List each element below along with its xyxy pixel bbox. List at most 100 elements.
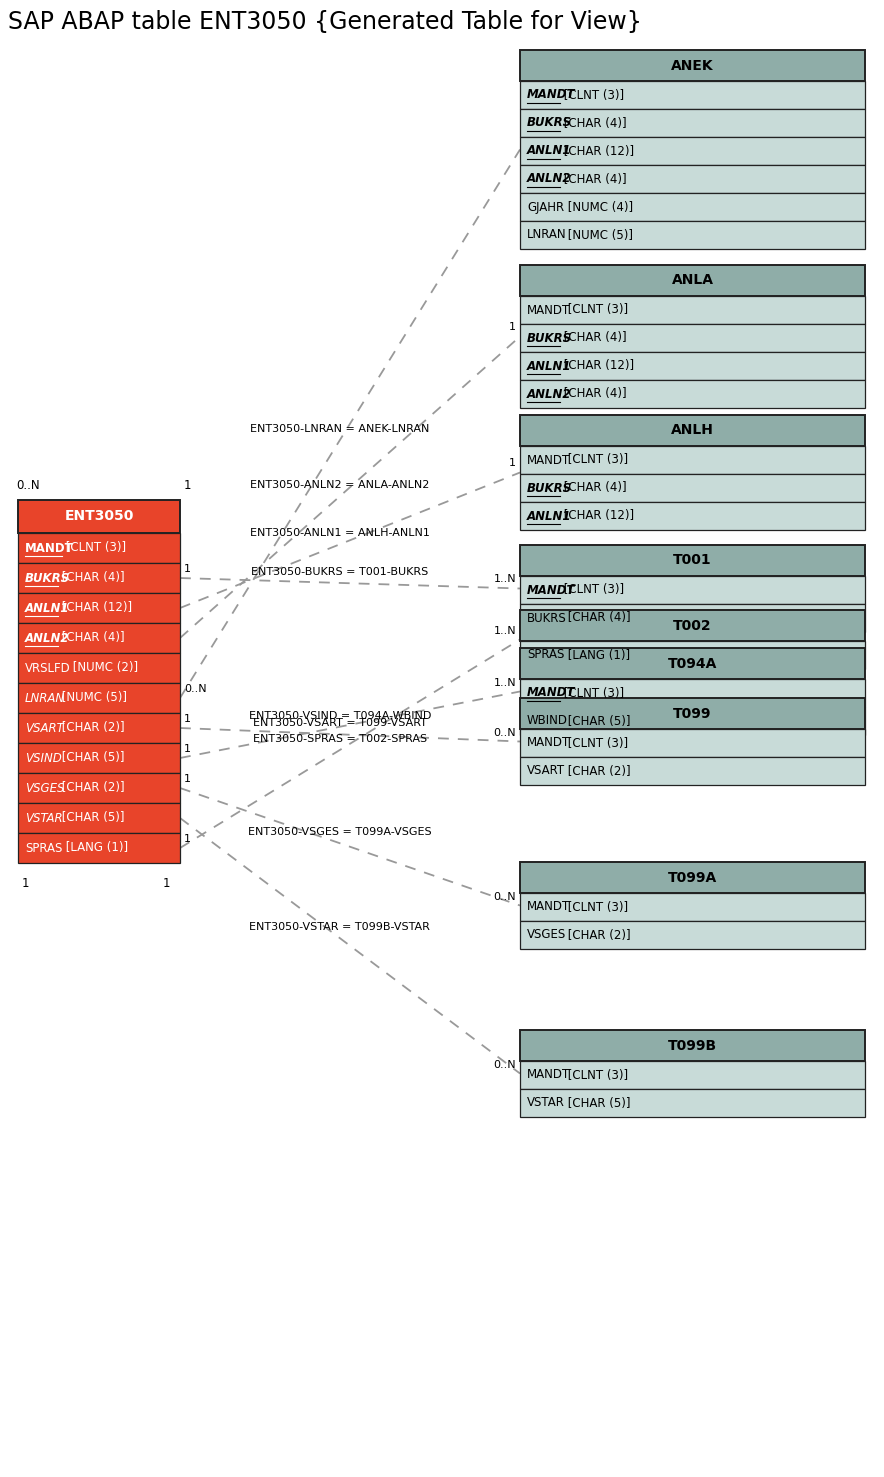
Text: [CHAR (12)]: [CHAR (12)] <box>560 359 634 372</box>
Text: VSTAR: VSTAR <box>25 811 63 824</box>
Bar <box>520 604 865 632</box>
Text: MANDT: MANDT <box>527 737 570 749</box>
Text: MANDT: MANDT <box>527 687 575 700</box>
Text: [CLNT (3)]: [CLNT (3)] <box>564 1068 628 1081</box>
Text: 0..N: 0..N <box>493 892 516 901</box>
Bar <box>520 758 865 784</box>
Text: MANDT: MANDT <box>527 303 570 316</box>
Text: VSGES: VSGES <box>25 781 65 795</box>
Text: ANLH: ANLH <box>671 424 714 437</box>
Bar <box>18 743 180 772</box>
Text: 1..N: 1..N <box>493 625 516 635</box>
Bar <box>18 803 180 833</box>
Bar <box>18 623 180 653</box>
Bar <box>520 502 865 530</box>
Text: ENT3050-LNRAN = ANEK-LNRAN: ENT3050-LNRAN = ANEK-LNRAN <box>250 424 430 434</box>
Text: VSART: VSART <box>25 721 64 734</box>
Bar <box>520 576 865 604</box>
Bar <box>520 641 865 669</box>
Bar <box>18 563 180 592</box>
Bar <box>520 323 865 352</box>
Text: ANLN1: ANLN1 <box>527 510 571 523</box>
Text: [CHAR (4)]: [CHAR (4)] <box>564 611 630 625</box>
Text: [CLNT (3)]: [CLNT (3)] <box>62 542 126 554</box>
Bar <box>520 610 865 641</box>
Text: T094A: T094A <box>667 656 717 671</box>
Text: [CHAR (2)]: [CHAR (2)] <box>564 765 630 777</box>
Text: ANLN2: ANLN2 <box>25 632 70 644</box>
Text: 0..N: 0..N <box>493 1059 516 1069</box>
Text: ENT3050-BUKRS = T001-BUKRS: ENT3050-BUKRS = T001-BUKRS <box>251 567 429 578</box>
Bar <box>18 713 180 743</box>
Text: WBIND: WBIND <box>527 715 568 728</box>
Text: [NUMC (5)]: [NUMC (5)] <box>58 691 127 705</box>
Bar <box>520 193 865 222</box>
Text: [LANG (1)]: [LANG (1)] <box>62 842 127 855</box>
Bar <box>520 264 865 295</box>
Text: BUKRS: BUKRS <box>527 331 572 344</box>
Text: [CLNT (3)]: [CLNT (3)] <box>564 901 628 913</box>
Text: ENT3050-VSGES = T099A-VSGES: ENT3050-VSGES = T099A-VSGES <box>248 827 431 837</box>
Text: ENT3050-VSTAR = T099B-VSTAR: ENT3050-VSTAR = T099B-VSTAR <box>249 922 431 932</box>
Text: [NUMC (2)]: [NUMC (2)] <box>69 662 138 675</box>
Bar <box>520 415 865 446</box>
Bar <box>520 894 865 922</box>
Text: [CHAR (12)]: [CHAR (12)] <box>560 510 634 523</box>
Text: 0..N: 0..N <box>16 479 40 492</box>
Bar <box>520 545 865 576</box>
Bar <box>520 730 865 758</box>
Bar <box>520 446 865 474</box>
Text: 1: 1 <box>184 479 192 492</box>
Text: [CHAR (4)]: [CHAR (4)] <box>58 572 125 585</box>
Text: T001: T001 <box>674 554 712 567</box>
Text: MANDT: MANDT <box>25 542 73 554</box>
Bar <box>520 922 865 950</box>
Text: [CHAR (4)]: [CHAR (4)] <box>58 632 125 644</box>
Text: 1: 1 <box>509 458 516 468</box>
Text: [CHAR (2)]: [CHAR (2)] <box>58 781 125 795</box>
Bar <box>520 679 865 707</box>
Text: ANLN1: ANLN1 <box>527 359 571 372</box>
Text: LNRAN: LNRAN <box>25 691 65 705</box>
Text: BUKRS: BUKRS <box>25 572 70 585</box>
Text: MANDT: MANDT <box>527 901 570 913</box>
Text: [LANG (1)]: [LANG (1)] <box>564 648 629 662</box>
Text: [CHAR (5)]: [CHAR (5)] <box>564 1096 630 1109</box>
Text: ANLN2: ANLN2 <box>527 173 571 186</box>
Text: 1..N: 1..N <box>493 575 516 585</box>
Text: ENT3050: ENT3050 <box>65 510 133 523</box>
Bar <box>18 533 180 563</box>
Text: T099: T099 <box>674 706 712 721</box>
Text: [CHAR (2)]: [CHAR (2)] <box>58 721 125 734</box>
Text: 1: 1 <box>22 877 29 891</box>
Text: [CHAR (4)]: [CHAR (4)] <box>560 387 627 400</box>
Text: ANLN2: ANLN2 <box>527 387 571 400</box>
Text: VSART: VSART <box>527 765 565 777</box>
Text: ANLA: ANLA <box>672 273 713 288</box>
Bar <box>520 81 865 109</box>
Text: 0..N: 0..N <box>184 684 207 694</box>
Text: ANLN1: ANLN1 <box>527 145 571 158</box>
Bar <box>520 863 865 894</box>
Text: T099A: T099A <box>668 870 717 885</box>
Text: ANLN1: ANLN1 <box>25 601 70 614</box>
Text: VSTAR: VSTAR <box>527 1096 565 1109</box>
Text: SAP ABAP table ENT3050 {Generated Table for View}: SAP ABAP table ENT3050 {Generated Table … <box>8 10 642 34</box>
Text: VSIND: VSIND <box>25 752 62 765</box>
Text: [CHAR (4)]: [CHAR (4)] <box>560 117 627 130</box>
Bar <box>18 501 180 533</box>
Text: MANDT: MANDT <box>527 583 575 597</box>
Text: [CHAR (5)]: [CHAR (5)] <box>564 715 630 728</box>
Text: [CHAR (4)]: [CHAR (4)] <box>560 173 627 186</box>
Bar <box>18 682 180 713</box>
Bar <box>520 699 865 730</box>
Text: [CLNT (3)]: [CLNT (3)] <box>560 89 624 102</box>
Text: T099B: T099B <box>668 1038 717 1053</box>
Text: VSGES: VSGES <box>527 929 567 941</box>
Text: ENT3050-ANLN2 = ANLA-ANLN2: ENT3050-ANLN2 = ANLA-ANLN2 <box>250 480 430 490</box>
Bar <box>520 1029 865 1060</box>
Text: [CLNT (3)]: [CLNT (3)] <box>564 737 628 749</box>
Text: 1: 1 <box>184 774 191 784</box>
Bar <box>520 474 865 502</box>
Text: [CHAR (12)]: [CHAR (12)] <box>58 601 132 614</box>
